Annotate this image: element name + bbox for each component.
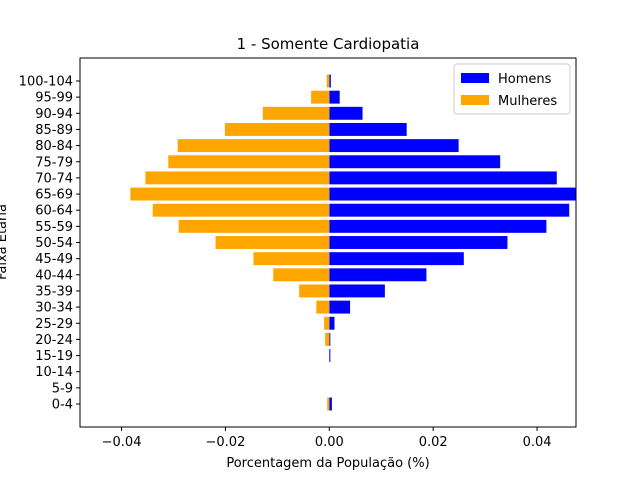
bar-mulheres-40-44 <box>273 268 330 282</box>
y-tick-label-10-14: 10-14 <box>35 365 73 380</box>
axes-group: −0.04 −0.02 0.00 0.02 0.04 0-4 5-910-1415-1920… <box>19 57 577 450</box>
bar-homens-40-44 <box>329 268 427 282</box>
bar-homens-100-104 <box>329 74 331 88</box>
bar-mulheres-0-4 <box>327 397 330 411</box>
bars-group <box>130 74 576 411</box>
bar-mulheres-30-34 <box>316 300 330 314</box>
bar-mulheres-75-79 <box>168 155 330 169</box>
y-tick-label-30-34: 30-34 <box>35 301 73 316</box>
y-tick-label-80-84: 80-84 <box>35 139 73 154</box>
bar-homens-25-29 <box>329 316 335 330</box>
bar-homens-95-99 <box>329 90 340 104</box>
y-tick-label-70-74: 70-74 <box>35 171 73 186</box>
bar-mulheres-65-69 <box>130 187 330 201</box>
y-tick-label-90-94: 90-94 <box>35 107 73 122</box>
y-tick-label-55-59: 55-59 <box>35 220 73 235</box>
bar-mulheres-55-59 <box>178 219 330 233</box>
y-tick-label-35-39: 35-39 <box>35 284 73 299</box>
y-tick-label-85-89: 85-89 <box>35 123 73 138</box>
bar-mulheres-70-74 <box>145 171 330 185</box>
bar-mulheres-60-64 <box>152 203 330 217</box>
bar-mulheres-20-24 <box>325 332 330 346</box>
y-axis-title: Faixa Etária <box>0 204 10 280</box>
bar-homens-15-19 <box>329 349 331 363</box>
bar-mulheres-45-49 <box>253 252 330 266</box>
bar-homens-85-89 <box>329 122 407 136</box>
y-tick-label-40-44: 40-44 <box>35 268 73 283</box>
y-tick-label-60-64: 60-64 <box>35 204 73 219</box>
legend-label-mulheres: Mulheres <box>498 94 557 109</box>
y-tick-label-75-79: 75-79 <box>35 155 73 170</box>
y-tick-label-100-104: 100-104 <box>19 75 73 90</box>
bar-homens-55-59 <box>329 219 547 233</box>
legend: Homens Mulheres <box>453 63 571 115</box>
legend-swatch-mulheres <box>461 95 489 105</box>
bar-homens-75-79 <box>329 155 501 169</box>
y-tick-label-95-99: 95-99 <box>35 91 73 106</box>
y-tick-label-25-29: 25-29 <box>35 317 73 332</box>
y-tick-label-5-9: 5-9 <box>52 381 73 396</box>
x-tick-label-2: 0.00 <box>315 435 344 450</box>
bar-homens-30-34 <box>329 300 351 314</box>
bar-homens-90-94 <box>329 106 363 120</box>
y-tick-label-50-54: 50-54 <box>35 236 73 251</box>
bar-homens-35-39 <box>329 284 385 298</box>
bar-mulheres-85-89 <box>224 122 330 136</box>
legend-swatch-homens <box>461 73 489 83</box>
chart-title: 1 - Somente Cardiopatia <box>237 35 420 53</box>
bar-homens-45-49 <box>329 252 464 266</box>
bar-mulheres-90-94 <box>262 106 330 120</box>
y-tick-label-45-49: 45-49 <box>35 252 73 267</box>
x-tick-label-4: 0.04 <box>523 435 552 450</box>
bar-homens-65-69 <box>329 187 576 201</box>
y-tick-label-20-24: 20-24 <box>35 333 73 348</box>
x-tick-label-0: −0.04 <box>102 435 142 450</box>
x-tick-label-3: 0.02 <box>419 435 448 450</box>
x-axis-title: Porcentagem da População (%) <box>226 456 429 471</box>
bar-mulheres-50-54 <box>215 236 330 249</box>
bar-mulheres-95-99 <box>311 90 330 104</box>
bar-mulheres-25-29 <box>324 316 330 330</box>
bar-homens-60-64 <box>329 203 570 217</box>
y-tick-label-65-69: 65-69 <box>35 188 73 203</box>
bar-homens-50-54 <box>329 236 508 249</box>
bar-mulheres-100-104 <box>326 74 330 88</box>
y-tick-label-0-4: 0-4 <box>52 398 73 413</box>
bar-mulheres-80-84 <box>177 139 330 153</box>
bar-homens-20-24 <box>329 332 331 346</box>
bar-homens-0-4 <box>329 397 332 411</box>
x-tick-label-1: −0.02 <box>206 435 246 450</box>
legend-label-homens: Homens <box>498 72 552 87</box>
bar-mulheres-35-39 <box>299 284 330 298</box>
bar-homens-80-84 <box>329 139 459 153</box>
y-tick-label-15-19: 15-19 <box>35 349 73 364</box>
bar-homens-70-74 <box>329 171 557 185</box>
